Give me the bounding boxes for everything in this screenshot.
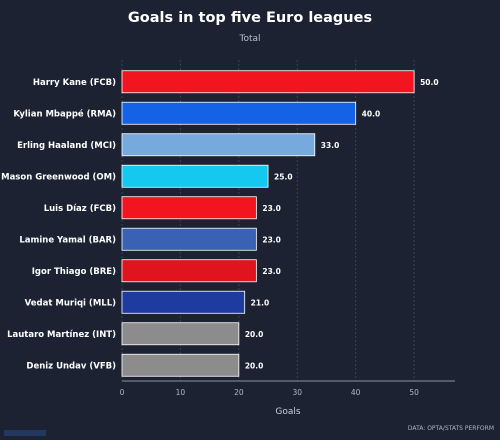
bar <box>121 164 269 188</box>
category-label: Erling Haaland (MCI) <box>17 141 116 151</box>
value-label: 40.0 <box>362 109 381 118</box>
bar <box>121 196 257 220</box>
x-tick-label: 40 <box>351 388 361 397</box>
category-label: Vedat Muriqi (MLL) <box>25 298 116 308</box>
value-label: 23.0 <box>262 267 281 276</box>
watermark-logo <box>4 430 46 436</box>
bar <box>121 322 240 346</box>
x-tick-label: 30 <box>292 388 302 397</box>
value-label: 33.0 <box>321 141 340 150</box>
value-label: 20.0 <box>245 330 264 339</box>
category-label: Kylian Mbappé (RMA) <box>13 108 116 119</box>
value-label: 50.0 <box>420 78 439 87</box>
value-label: 23.0 <box>262 235 281 244</box>
value-label: 20.0 <box>245 361 264 370</box>
x-tick-label: 50 <box>409 388 419 397</box>
chart-subtitle: Total <box>238 34 260 44</box>
bar <box>121 227 257 251</box>
bar <box>121 290 246 314</box>
bar <box>121 259 257 283</box>
x-tick-label: 10 <box>176 388 186 397</box>
category-label: Mason Greenwood (OM) <box>1 172 116 182</box>
value-label: 25.0 <box>274 172 293 181</box>
chart-title: Goals in top five Euro leagues <box>128 10 372 26</box>
category-label: Deniz Undav (VFB) <box>26 361 116 371</box>
x-tick-label: 0 <box>120 388 125 397</box>
value-label: 23.0 <box>262 204 281 213</box>
category-label: Luis Díaz (FCB) <box>44 204 116 214</box>
bar <box>121 133 316 157</box>
bar <box>121 353 240 377</box>
category-label: Lamine Yamal (BAR) <box>19 235 116 245</box>
source-note: DATA: OPTA/STATS PERFORM <box>408 425 494 432</box>
x-axis-title: Goals <box>275 407 300 417</box>
bar-layer: Harry Kane (FCB) 50.0 Kylian Mbappé (RMA) 4… <box>1 70 439 377</box>
value-label: 21.0 <box>251 298 270 307</box>
category-label: Igor Thiago (BRE) <box>32 267 116 277</box>
bar <box>121 101 357 125</box>
bar <box>121 70 415 94</box>
category-label: Harry Kane (FCB) <box>33 78 116 88</box>
category-label: Lautaro Martínez (INT) <box>7 330 116 340</box>
tick-layer: 0 10 20 30 40 50 <box>120 388 419 397</box>
x-tick-label: 20 <box>234 388 244 397</box>
